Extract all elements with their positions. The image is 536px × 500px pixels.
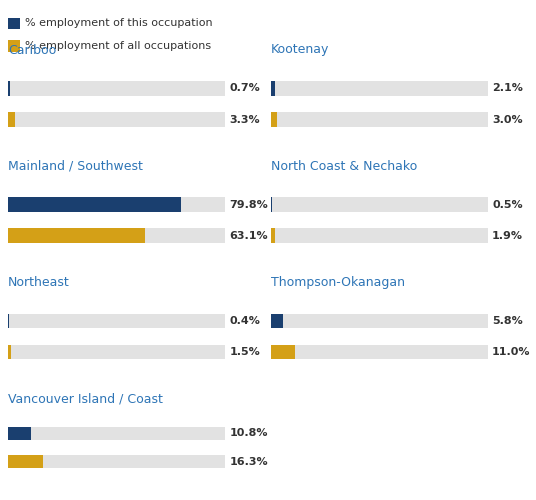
Bar [271,345,488,360]
Text: % employment of all occupations: % employment of all occupations [25,41,211,51]
Bar [8,228,145,243]
Bar [271,228,488,243]
Text: Thompson-Okanagan: Thompson-Okanagan [271,276,405,289]
Bar [8,345,225,360]
Text: Mainland / Southwest: Mainland / Southwest [8,160,143,173]
Bar [271,198,488,212]
Bar [8,81,225,96]
Bar [8,455,225,468]
Text: 0.5%: 0.5% [492,200,523,209]
Bar [8,426,32,440]
Text: 3.3%: 3.3% [229,114,260,124]
Bar [8,198,225,212]
Text: 2.1%: 2.1% [492,84,523,94]
Bar [271,345,295,360]
Text: 1.9%: 1.9% [492,231,523,241]
Bar [8,345,11,360]
Bar [271,112,488,127]
Bar [8,112,15,127]
Text: Vancouver Island / Coast: Vancouver Island / Coast [8,392,163,406]
Text: Kootenay: Kootenay [271,44,329,57]
Bar [271,314,488,328]
Bar [271,112,277,127]
Text: 10.8%: 10.8% [229,428,268,438]
Text: 1.5%: 1.5% [229,347,260,357]
Bar [8,198,181,212]
Text: Cariboo: Cariboo [8,44,56,57]
Text: 79.8%: 79.8% [229,200,268,209]
Bar [8,314,9,328]
Text: 63.1%: 63.1% [229,231,268,241]
Text: 0.4%: 0.4% [229,316,260,326]
Text: 16.3%: 16.3% [229,456,268,466]
Text: 5.8%: 5.8% [492,316,523,326]
Bar [271,81,488,96]
Text: % employment of this occupation: % employment of this occupation [25,18,213,28]
Bar [271,81,276,96]
Bar [271,228,275,243]
Text: 11.0%: 11.0% [492,347,531,357]
Bar [8,455,43,468]
Bar [8,228,225,243]
Bar [8,112,225,127]
Bar [271,198,272,212]
Text: 3.0%: 3.0% [492,114,523,124]
Bar [271,314,283,328]
Text: 0.7%: 0.7% [229,84,260,94]
Bar [8,81,10,96]
Bar [8,426,225,440]
Bar [8,314,225,328]
Text: North Coast & Nechako: North Coast & Nechako [271,160,417,173]
Text: Northeast: Northeast [8,276,70,289]
